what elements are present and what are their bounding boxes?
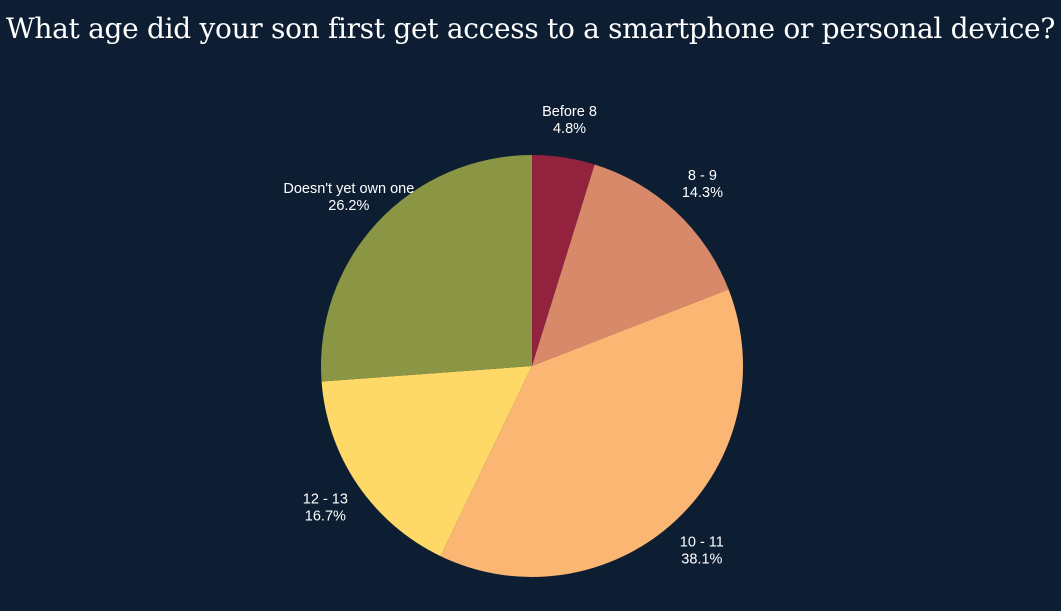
slice-label-before-8: Before 8 4.8%	[542, 104, 597, 137]
slice-label-10-11: 10 - 11 38.1%	[680, 534, 724, 567]
slice-category-label: 10 - 11	[680, 534, 724, 550]
slice-percent-label: 26.2%	[328, 198, 369, 214]
slice-category-label: Doesn't yet own one	[283, 181, 414, 197]
slice-percent-label: 14.3%	[682, 185, 723, 201]
pie-slice-before-8	[532, 155, 595, 366]
slice-category-label: 8 - 9	[688, 168, 717, 184]
slice-label-doesn-t-yet-own-one: Doesn't yet own one 26.2%	[283, 181, 414, 214]
chart-title: What age did your son first get access t…	[5, 12, 1056, 45]
slice-category-label: Before 8	[542, 104, 597, 120]
slice-percent-label: 16.7%	[305, 509, 346, 525]
slice-percent-label: 4.8%	[553, 121, 586, 137]
slice-percent-label: 38.1%	[681, 551, 722, 567]
pie-slice-10-11	[440, 289, 743, 577]
slice-label-12-13: 12 - 13 16.7%	[303, 492, 348, 525]
pie-slice-12-13	[321, 366, 532, 557]
slice-label-8-9: 8 - 9 14.3%	[682, 168, 723, 201]
pie-slice-8-9	[532, 164, 729, 366]
slice-category-label: 12 - 13	[303, 492, 348, 508]
pie-slice-doesn-t-yet-own-one	[320, 155, 532, 382]
